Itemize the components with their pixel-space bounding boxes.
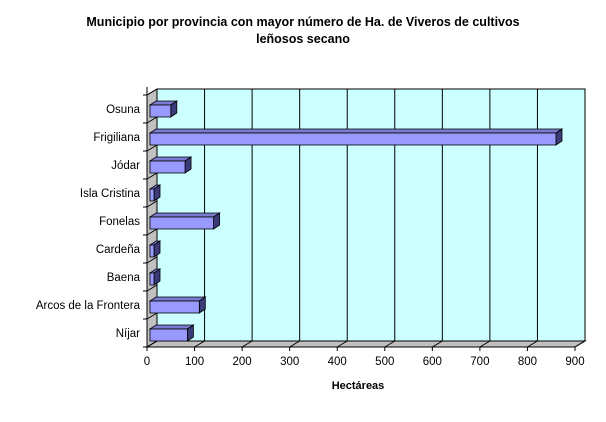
bar-face	[149, 216, 214, 230]
x-tick-label: 300	[280, 356, 299, 368]
bar-arcos-de-la-frontera	[148, 296, 207, 314]
y-tick-label: Níjar	[116, 328, 140, 340]
wall-separator	[146, 228, 158, 236]
floor-line-400	[336, 340, 348, 348]
floor-line-500	[384, 340, 396, 348]
plot-floor	[145, 340, 587, 348]
bar-face	[149, 244, 155, 258]
floor-line-900	[574, 340, 586, 348]
floor-line-700	[479, 340, 491, 348]
bar-j-dar	[148, 156, 193, 174]
floor-line-600	[432, 340, 443, 348]
chart-title: Municipio por provincia con mayor número…	[0, 14, 606, 48]
x-tick-label: 500	[375, 356, 394, 368]
x-tick-label: 900	[565, 356, 584, 368]
x-tick-label: 400	[328, 356, 347, 368]
floor-line-300	[289, 340, 300, 348]
wall-separator	[146, 256, 158, 264]
wall-separator	[146, 172, 158, 180]
bar-face	[149, 132, 557, 146]
bar-top	[148, 296, 207, 302]
bar-face	[149, 188, 155, 202]
wall-separator	[146, 284, 158, 292]
bar-top	[148, 128, 564, 134]
bar-frigiliana	[148, 128, 564, 146]
floor-line-100	[194, 340, 205, 348]
wall-separator	[146, 116, 158, 124]
y-tick-label: Baena	[107, 272, 141, 284]
floor-line-800	[527, 340, 538, 348]
bar-face	[149, 300, 200, 314]
wall-separator	[146, 340, 158, 348]
chart-title-line-2: leñosos secano	[256, 32, 350, 46]
bar-carde-a	[148, 240, 162, 258]
bar-face	[149, 104, 172, 118]
bar-osuna	[148, 100, 179, 118]
axes	[143, 87, 576, 351]
bar-top	[148, 212, 221, 218]
floor-line-200	[241, 340, 253, 348]
bar-isla-cristina	[148, 184, 162, 202]
y-tick-label: Arcos de la Frontera	[36, 300, 141, 312]
plot-back-wall	[156, 88, 586, 342]
x-tick-label: 0	[144, 356, 150, 368]
bar-n-jar	[148, 324, 195, 342]
bar-fonelas	[148, 212, 221, 230]
x-tick-label: 100	[185, 356, 204, 368]
y-tick-label: Osuna	[106, 104, 140, 116]
wall-separator	[146, 312, 158, 320]
y-tick-label: Jódar	[111, 160, 140, 172]
bars	[148, 100, 564, 342]
wall-separator	[146, 144, 158, 152]
bar-face	[149, 328, 188, 342]
bar-face	[149, 272, 155, 286]
y-tick-label: Fonelas	[99, 216, 140, 228]
x-tick-label: 700	[470, 356, 489, 368]
x-tick-label: 600	[423, 356, 442, 368]
bar-top	[148, 324, 195, 330]
y-tick-label: Cardeña	[96, 244, 141, 256]
bar-top	[148, 156, 193, 162]
wall-separator	[146, 200, 158, 208]
wall-separator	[146, 88, 158, 96]
y-tick-label: Isla Cristina	[80, 188, 141, 200]
axis-labels: Osuna Frigiliana Jódar Isla Cristina Fonelas…	[36, 104, 585, 368]
bar-baena	[148, 268, 162, 286]
chart-title-line-1: Municipio por provincia con mayor número…	[86, 15, 520, 29]
x-axis-title: Hectáreas	[332, 380, 385, 392]
y-tick-label: Frigiliana	[93, 132, 140, 144]
x-tick-label: 200	[233, 356, 252, 368]
bar-face	[149, 160, 186, 174]
x-tick-label: 800	[518, 356, 537, 368]
